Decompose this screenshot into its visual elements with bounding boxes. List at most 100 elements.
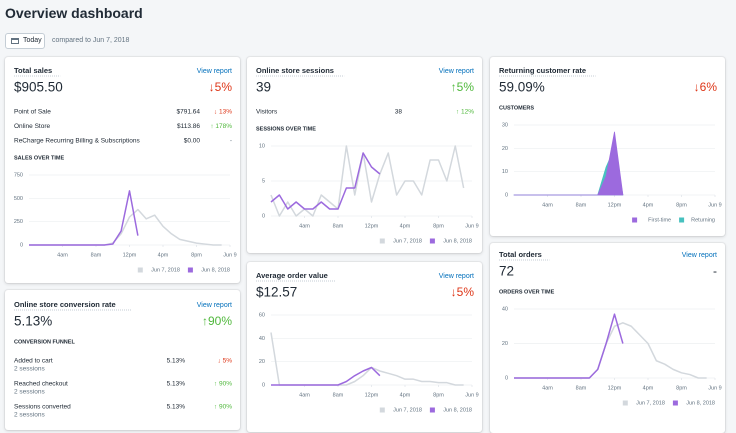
y-tick-label: 60 (259, 312, 265, 318)
y-tick-label: 10 (259, 143, 265, 149)
x-tick-label: 4pm (158, 252, 169, 258)
line (270, 152, 381, 210)
card: Online store conversion rate View report 5… (5, 290, 240, 430)
x-tick-label: 4am (542, 385, 553, 391)
card: Online store sessions View report 39 ↑5% Vis… (247, 57, 482, 253)
view-report-link[interactable]: View report (197, 302, 232, 309)
legend-label: Jun 8, 2018 (201, 267, 230, 273)
card-canvas: Total orders View report 72 - ORDERS OVER TI… (499, 250, 722, 406)
card-change: ↓5% (209, 80, 233, 94)
row-change: ↑ 90% (214, 381, 232, 388)
card: Returning customer rate 59.09% ↓6% CUSTOMER… (490, 57, 725, 236)
card-title: Total sales (14, 66, 52, 75)
legend-swatch (379, 238, 385, 244)
y-tick-label: 20 (502, 146, 508, 152)
row-label: Point of Sale (14, 109, 51, 116)
legend-label: Jun 8, 2018 (686, 400, 715, 406)
y-tick-label: 20 (259, 359, 265, 365)
y-tick-label: 0 (505, 192, 508, 198)
x-tick-label: 12pm (608, 385, 622, 391)
area (513, 131, 624, 196)
x-tick-label: 12pm (123, 252, 137, 258)
card-canvas: Average order value View report $12.57 ↓5% 0… (256, 271, 479, 413)
card-title: Returning customer rate (499, 66, 586, 75)
card-canvas: Online store sessions View report 39 ↑5% Vis… (256, 66, 479, 244)
y-tick-label: 40 (502, 306, 508, 312)
x-tick-label: 8am (576, 385, 587, 391)
legend-swatch (137, 267, 143, 273)
y-tick-label: 5 (262, 178, 265, 184)
legend-label: Returning (691, 217, 715, 223)
row-change: ↓ 5% (218, 358, 233, 365)
x-tick-label: 4pm (643, 385, 654, 391)
line (270, 332, 464, 386)
card-title: Online store conversion rate (14, 300, 116, 309)
legend-swatch (672, 400, 678, 406)
row-change: ↑ 90% (214, 404, 232, 411)
x-tick-label: 8pm (191, 252, 202, 258)
x-tick-label: 4am (542, 202, 553, 208)
view-report-link[interactable]: View report (197, 68, 232, 75)
row-sub: 2 sessions (14, 412, 45, 419)
page-title: Overview dashboard (5, 5, 143, 21)
x-tick-label: 8am (576, 202, 587, 208)
legend-swatch (187, 267, 193, 273)
row-label: Visitors (256, 109, 278, 116)
x-tick-label: Jun 9 (708, 385, 721, 391)
view-report-link[interactable]: View report (439, 273, 474, 280)
x-tick-label: Jun 9 (223, 252, 236, 258)
section-label: SESSIONS OVER TIME (256, 126, 316, 132)
legend-swatch (679, 217, 685, 223)
row-value: 5.13% (167, 404, 186, 411)
x-tick-label: 4am (299, 223, 310, 229)
x-tick-label: 8pm (433, 392, 444, 398)
legend-label: Jun 7, 2018 (393, 407, 422, 413)
y-tick-label: 0 (262, 213, 265, 219)
x-tick-label: Jun 9 (465, 392, 478, 398)
row-label: Sessions converted (14, 404, 71, 411)
x-tick-label: 8am (91, 252, 102, 258)
x-tick-label: 8am (333, 392, 344, 398)
card-value: 72 (499, 264, 514, 279)
row-label: Reached checkout (14, 381, 68, 388)
row-value: $0.00 (184, 138, 201, 145)
line (29, 208, 222, 246)
row-sub: 2 sessions (14, 389, 45, 396)
x-tick-label: 8pm (676, 202, 687, 208)
x-tick-label: 12pm (365, 392, 379, 398)
row-label: ReCharge Recurring Billing & Subscriptio… (14, 138, 140, 145)
calendar-icon (11, 38, 19, 44)
row-change: - (230, 138, 232, 145)
card-value: 39 (256, 80, 271, 95)
legend-label: Jun 7, 2018 (393, 238, 422, 244)
y-tick-label: 20 (502, 341, 508, 347)
card-title: Online store sessions (256, 66, 334, 75)
y-tick-label: 30 (502, 122, 508, 128)
legend-label: Jun 7, 2018 (636, 400, 665, 406)
x-tick-label: 4am (299, 392, 310, 398)
row-label: Online Store (14, 123, 51, 130)
view-report-link[interactable]: View report (682, 252, 717, 259)
row-value: 38 (395, 109, 403, 116)
card-title: Average order value (256, 271, 328, 280)
y-tick-label: 500 (14, 196, 23, 202)
legend-label: First-time (648, 217, 671, 223)
card-change: - (713, 264, 717, 278)
line (514, 313, 624, 379)
date-button[interactable]: Today (5, 33, 45, 49)
card-value: $905.50 (14, 80, 63, 95)
x-tick-label: 4pm (400, 223, 411, 229)
card-change: ↓5% (451, 285, 475, 299)
x-tick-label: 12pm (608, 202, 622, 208)
view-report-link[interactable]: View report (439, 68, 474, 75)
card-title: Total orders (499, 250, 542, 259)
row-value: 5.13% (167, 381, 186, 388)
y-tick-label: 750 (14, 172, 23, 178)
card-value: $12.57 (256, 285, 297, 300)
card-value: 5.13% (14, 314, 52, 329)
card-canvas: Total sales View report $905.50 ↓5% Point of… (14, 66, 237, 273)
x-tick-label: 4pm (643, 202, 654, 208)
date-button-label: Today (23, 37, 42, 44)
legend-swatch (622, 400, 628, 406)
